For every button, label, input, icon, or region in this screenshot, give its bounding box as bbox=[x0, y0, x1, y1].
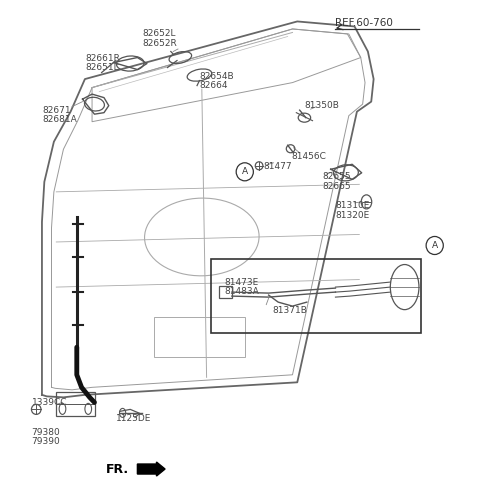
Bar bbox=[211, 259, 421, 333]
Text: 82681A: 82681A bbox=[42, 115, 77, 124]
FancyArrow shape bbox=[137, 462, 165, 476]
Text: 82671: 82671 bbox=[42, 106, 71, 114]
Circle shape bbox=[236, 163, 253, 181]
Text: 1125DE: 1125DE bbox=[116, 414, 151, 423]
Bar bbox=[154, 317, 245, 357]
Text: 82664: 82664 bbox=[199, 81, 228, 90]
Text: 81483A: 81483A bbox=[225, 287, 260, 296]
Text: 82661R: 82661R bbox=[85, 53, 120, 62]
Bar bbox=[218, 286, 232, 298]
Circle shape bbox=[426, 236, 444, 255]
Text: 81477: 81477 bbox=[263, 162, 291, 171]
Text: 79380: 79380 bbox=[32, 428, 60, 437]
Text: 82652L: 82652L bbox=[142, 29, 176, 38]
Text: A: A bbox=[432, 241, 438, 250]
Text: 79390: 79390 bbox=[32, 437, 60, 447]
Text: 1339CC: 1339CC bbox=[32, 398, 67, 407]
Text: 81456C: 81456C bbox=[291, 152, 326, 161]
Text: 82654B: 82654B bbox=[199, 72, 234, 81]
Text: REF.60-760: REF.60-760 bbox=[336, 19, 393, 28]
Text: 82665: 82665 bbox=[322, 182, 351, 191]
Text: 82652R: 82652R bbox=[142, 39, 177, 48]
Text: A: A bbox=[242, 167, 248, 176]
Text: 81473E: 81473E bbox=[225, 278, 259, 287]
Bar bbox=[56, 392, 96, 416]
Text: 81320E: 81320E bbox=[336, 211, 370, 220]
Text: 82651L: 82651L bbox=[85, 63, 119, 72]
Text: 81371B: 81371B bbox=[273, 306, 307, 315]
Text: FR.: FR. bbox=[106, 463, 129, 476]
Text: 82655: 82655 bbox=[322, 172, 351, 181]
Text: 81310E: 81310E bbox=[336, 202, 370, 210]
Text: 81350B: 81350B bbox=[304, 101, 339, 110]
